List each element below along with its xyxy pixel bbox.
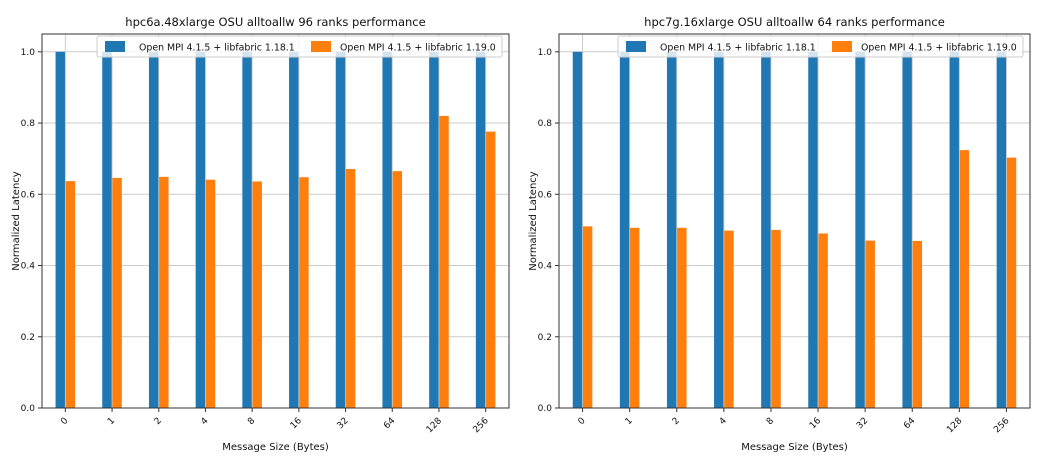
bar-series0-msg256 bbox=[996, 51, 1007, 409]
bar-series1-msg8 bbox=[771, 229, 781, 408]
bar-series1-msg4 bbox=[724, 230, 734, 408]
x-tick-label: 1 bbox=[624, 416, 635, 427]
plot-border bbox=[558, 33, 1031, 409]
x-tick-label: 32 bbox=[336, 416, 351, 431]
x-tick-label: 8 bbox=[765, 416, 776, 427]
y-tick-label: 0.0 bbox=[538, 404, 553, 414]
y-tick-label: 1.0 bbox=[538, 48, 553, 58]
y-tick-label: 0.0 bbox=[21, 404, 36, 414]
y-tick-label: 0.8 bbox=[538, 119, 553, 129]
bar-chart-0: 0.0 0.2 0.4 0.6 0.8 1.0 0 1 2 4 8 16 32 64 128 256 Norma… bbox=[11, 15, 510, 453]
bar-series1-msg16 bbox=[818, 233, 828, 408]
x-tick-label: 2 bbox=[671, 416, 682, 427]
bar-series1-msg4 bbox=[205, 179, 216, 408]
legend-swatch-series1 bbox=[832, 41, 852, 52]
x-tick-label: 0 bbox=[59, 416, 70, 427]
y-tick-label: 0.6 bbox=[538, 190, 553, 200]
chart-title: hpc7g.16xlarge OSU alltoallw 64 ranks pe… bbox=[644, 15, 945, 29]
bar-series0-msg128 bbox=[429, 51, 439, 409]
legend-swatch-series0 bbox=[626, 41, 646, 52]
y-tick-label: 0.4 bbox=[21, 262, 36, 272]
bar-series0-msg0 bbox=[55, 51, 65, 409]
bar-series0-msg2 bbox=[148, 51, 159, 409]
y-tick-label: 0.8 bbox=[21, 119, 36, 129]
x-tick-label: 16 bbox=[808, 416, 823, 431]
bar-series1-msg16 bbox=[299, 177, 309, 408]
bar-series1-msg1 bbox=[112, 177, 122, 408]
y-axis-label: Normalized Latency bbox=[11, 171, 22, 270]
bar-series1-msg128 bbox=[959, 150, 970, 408]
bar-series0-msg256 bbox=[475, 51, 486, 409]
x-tick-label: 4 bbox=[199, 416, 210, 427]
bar-series1-msg32 bbox=[345, 168, 356, 408]
bar-chart-1: 0.0 0.2 0.4 0.6 0.8 1.0 0 1 2 4 8 16 32 64 128 256 Norma… bbox=[528, 15, 1031, 453]
y-tick-label: 0.6 bbox=[21, 190, 36, 200]
x-tick-label: 128 bbox=[425, 416, 444, 435]
legend-box bbox=[96, 35, 503, 58]
y-tick-label: 0.2 bbox=[21, 333, 35, 343]
x-tick-label: 128 bbox=[945, 416, 964, 435]
x-tick-label: 32 bbox=[855, 416, 870, 431]
bar-series1-msg0 bbox=[582, 226, 593, 408]
legend-label-series1: Open MPI 4.1.5 + libfabric 1.19.0 bbox=[861, 43, 1017, 54]
x-tick-label: 64 bbox=[902, 416, 917, 431]
bar-series1-msg256 bbox=[486, 131, 496, 408]
x-tick-label: 16 bbox=[289, 416, 304, 431]
bar-series0-msg4 bbox=[714, 51, 724, 409]
legend-box bbox=[617, 35, 1024, 58]
x-tick-label: 64 bbox=[382, 416, 397, 431]
chart-title: hpc6a.48xlarge OSU alltoallw 96 ranks pe… bbox=[125, 15, 425, 29]
x-tick-label: 1 bbox=[106, 416, 117, 427]
y-tick-label: 0.4 bbox=[538, 262, 553, 272]
x-tick-label: 256 bbox=[472, 416, 491, 435]
bar-series0-msg64 bbox=[902, 51, 912, 409]
bar-series0-msg32 bbox=[335, 51, 346, 409]
bar-series1-msg1 bbox=[630, 227, 640, 408]
bar-series0-msg16 bbox=[808, 51, 818, 409]
bar-series1-msg2 bbox=[677, 227, 687, 408]
legend-label-series0: Open MPI 4.1.5 + libfabric 1.18.1 bbox=[139, 43, 295, 54]
bar-series1-msg0 bbox=[65, 181, 76, 408]
x-tick-label: 0 bbox=[577, 416, 588, 427]
legend-swatch-series1 bbox=[311, 41, 331, 52]
y-tick-label: 0.2 bbox=[538, 333, 552, 343]
x-tick-label: 4 bbox=[718, 416, 729, 427]
legend-label-series0: Open MPI 4.1.5 + libfabric 1.18.1 bbox=[660, 43, 816, 54]
bar-series0-msg4 bbox=[195, 51, 206, 409]
x-tick-label: 2 bbox=[153, 416, 164, 427]
bar-series1-msg64 bbox=[392, 171, 403, 408]
bar-series1-msg64 bbox=[912, 240, 923, 408]
bar-series0-msg8 bbox=[761, 51, 771, 409]
bar-series0-msg2 bbox=[666, 51, 677, 409]
x-tick-label: 8 bbox=[246, 416, 257, 427]
bar-series0-msg128 bbox=[949, 51, 959, 409]
y-axis-label: Normalized Latency bbox=[528, 171, 539, 270]
x-axis-label: Message Size (Bytes) bbox=[222, 442, 329, 453]
y-tick-label: 1.0 bbox=[21, 48, 36, 58]
bar-series1-msg256 bbox=[1006, 157, 1017, 408]
legend-label-series1: Open MPI 4.1.5 + libfabric 1.19.0 bbox=[340, 43, 496, 54]
bar-series1-msg2 bbox=[159, 176, 169, 408]
bar-series1-msg32 bbox=[865, 240, 875, 408]
legend-swatch-series0 bbox=[105, 41, 125, 52]
bar-series0-msg32 bbox=[855, 51, 865, 409]
bar-series0-msg8 bbox=[242, 51, 252, 409]
bar-series0-msg0 bbox=[572, 51, 583, 409]
bar-series0-msg1 bbox=[102, 51, 112, 409]
x-tick-label: 256 bbox=[992, 416, 1011, 435]
bar-series0-msg1 bbox=[619, 51, 630, 409]
bar-series1-msg8 bbox=[252, 181, 262, 408]
bar-series1-msg128 bbox=[439, 115, 449, 408]
bar-series0-msg16 bbox=[289, 51, 299, 409]
bar-series0-msg64 bbox=[382, 51, 392, 409]
plot-border bbox=[41, 33, 510, 409]
x-axis-label: Message Size (Bytes) bbox=[741, 442, 848, 453]
